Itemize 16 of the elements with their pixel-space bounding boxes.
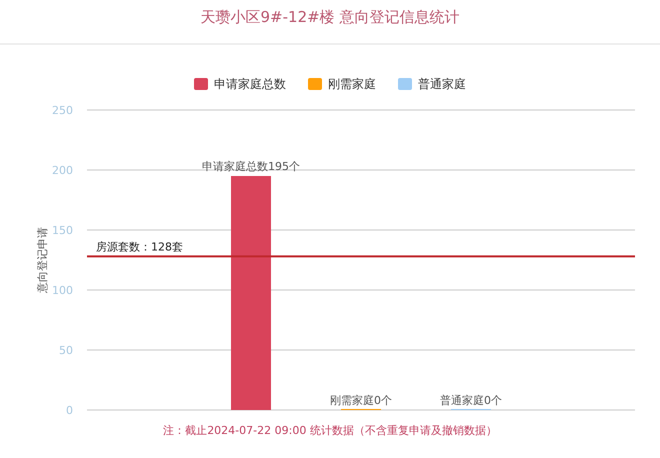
y-tick-label: 200: [52, 164, 73, 177]
data-label: 普通家庭0个: [440, 394, 502, 407]
data-label: 刚需家庭0个: [330, 394, 392, 407]
y-tick-label: 250: [52, 104, 73, 117]
y-tick-label: 150: [52, 224, 73, 237]
ref-line-label: 房源套数：128套: [96, 240, 183, 254]
legend-label: 刚需家庭: [328, 77, 376, 91]
chart-title: 天瓒小区9#-12#楼 意向登记信息统计: [200, 8, 460, 26]
y-axis-title: 意向登记申请: [36, 227, 49, 294]
data-label: 申请家庭总数195个: [202, 160, 300, 173]
legend-label: 申请家庭总数: [214, 77, 286, 91]
legend-label: 普通家庭: [418, 77, 466, 91]
text: 注：截止2024-07-22 09:00 统计数据（不含重复申请及撤销数据）: [163, 424, 497, 437]
y-tick-label: 0: [66, 404, 73, 417]
y-tick-label: 100: [52, 284, 73, 297]
y-tick-label: 50: [59, 344, 73, 357]
